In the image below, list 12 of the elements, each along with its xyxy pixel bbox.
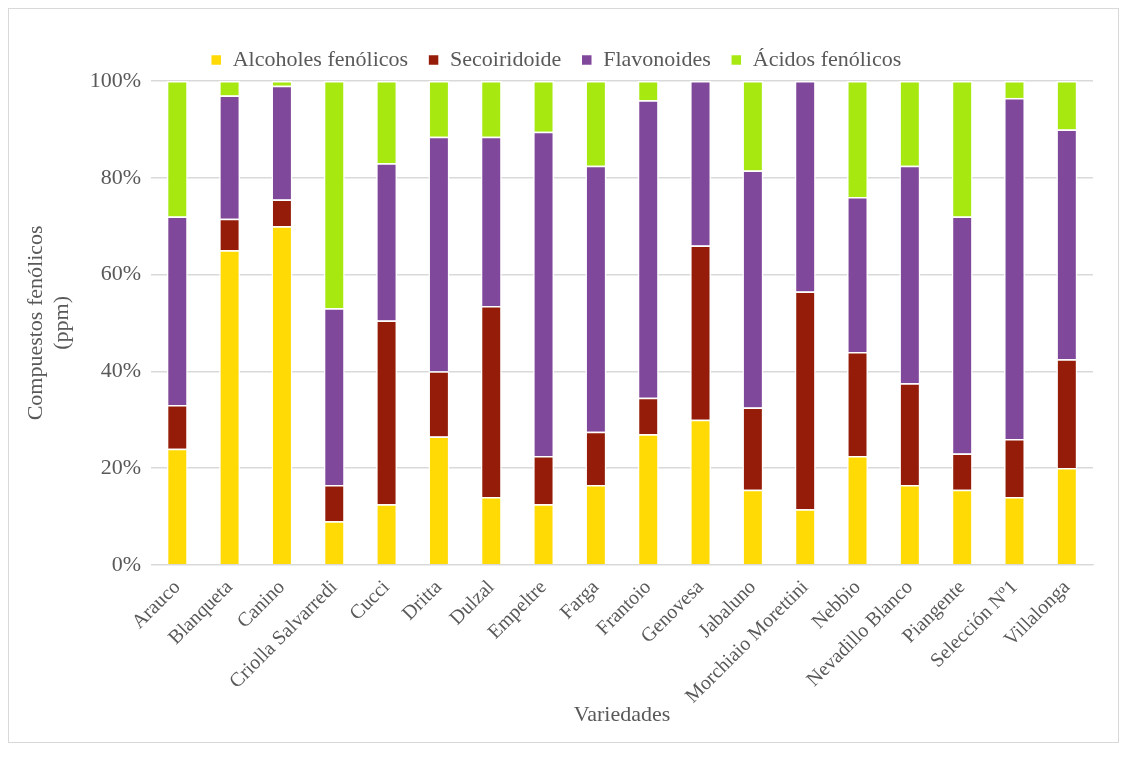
legend-label: Secoiridoide	[450, 45, 562, 71]
y-tick-label: 40%	[100, 357, 142, 383]
y-tick-label: 20%	[100, 453, 142, 479]
y-axis-title: Compuestos fenólicos (ppm)	[21, 225, 74, 421]
y-tick-label: 60%	[100, 260, 142, 286]
y-tick-label: 80%	[100, 163, 142, 189]
y-tick-label: 100%	[89, 66, 142, 92]
legend-label: Flavonoides	[603, 45, 711, 71]
legend-label: Alcoholes fenólicos	[232, 45, 409, 71]
x-axis-title: Variedades	[573, 700, 671, 726]
legend-label: Ácidos fenólicos	[752, 45, 902, 71]
y-tick-label: 0%	[111, 550, 142, 576]
